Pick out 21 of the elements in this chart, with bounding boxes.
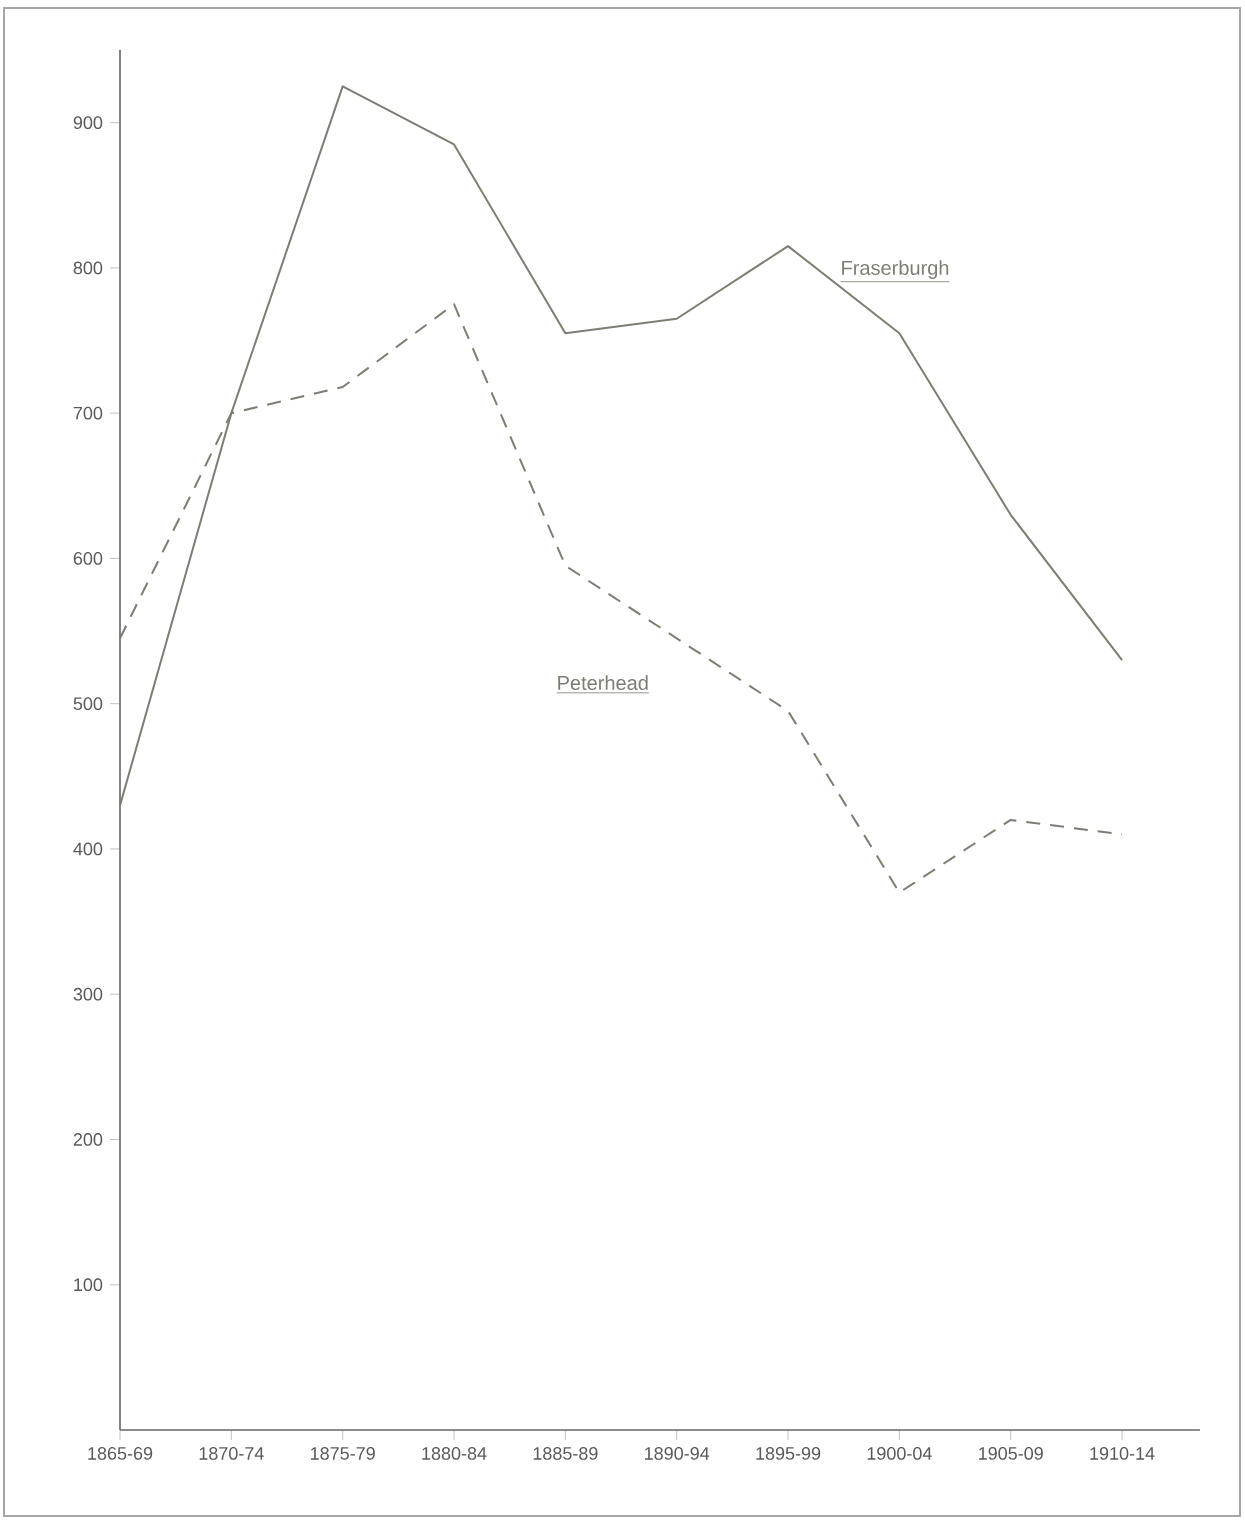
y-tick-label: 200 — [73, 1133, 103, 1146]
x-tick-label: 1870-74 — [199, 1447, 264, 1460]
x-tick-label: 1895-99 — [756, 1447, 821, 1460]
y-tick-label: 300 — [73, 987, 103, 1001]
y-tick-label: 600 — [73, 552, 103, 565]
y-tick-label: 500 — [73, 697, 103, 711]
x-tick-label: 1905-09 — [979, 1447, 1043, 1460]
y-tick-label: 800 — [73, 261, 103, 275]
y-tick-label: 400 — [73, 842, 103, 856]
x-tick-label: 1875-79 — [311, 1447, 375, 1460]
x-tick-label: 1910-14 — [1090, 1447, 1155, 1460]
x-tick-label: 1900-04 — [867, 1447, 932, 1460]
series-label: Fraserburgh — [842, 260, 949, 279]
y-tick-label: 900 — [73, 116, 103, 130]
y-tick-label: 700 — [73, 406, 103, 420]
text: Peterhead — [558, 675, 648, 691]
x-tick-label: 1885-89 — [533, 1447, 598, 1460]
x-tick-label: 1865-69 — [88, 1447, 153, 1460]
x-tick-label: 1880-84 — [422, 1447, 487, 1460]
y-tick-label: 100 — [74, 1278, 103, 1292]
x-tick-label: 1890-94 — [645, 1447, 710, 1460]
